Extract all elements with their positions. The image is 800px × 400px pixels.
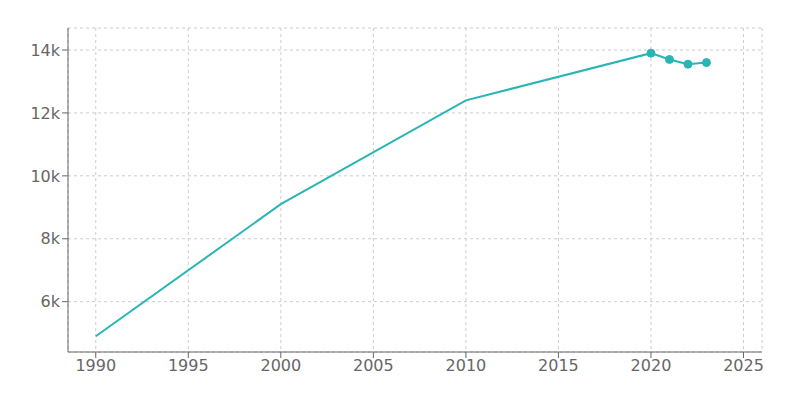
- svg-text:8k: 8k: [41, 229, 61, 248]
- svg-text:2010: 2010: [446, 356, 487, 375]
- svg-text:12k: 12k: [30, 104, 60, 123]
- svg-text:1990: 1990: [75, 356, 116, 375]
- svg-text:2025: 2025: [723, 356, 764, 375]
- svg-text:10k: 10k: [30, 167, 60, 186]
- svg-text:2020: 2020: [631, 356, 672, 375]
- svg-text:2005: 2005: [353, 356, 394, 375]
- svg-text:2015: 2015: [538, 356, 579, 375]
- svg-text:14k: 14k: [30, 41, 60, 60]
- svg-text:6k: 6k: [41, 292, 61, 311]
- svg-text:1995: 1995: [168, 356, 209, 375]
- svg-text:2000: 2000: [260, 356, 301, 375]
